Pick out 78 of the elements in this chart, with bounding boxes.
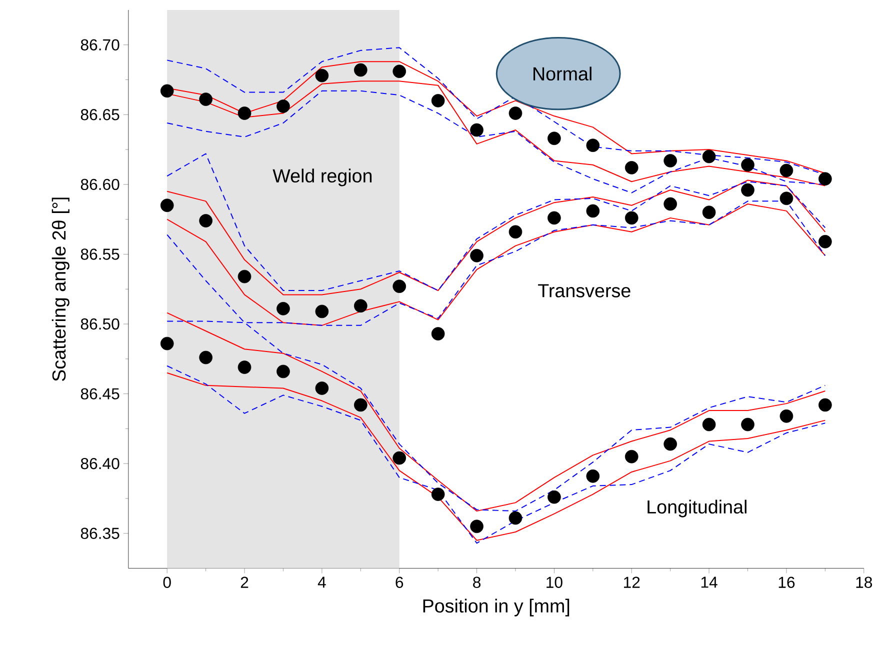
annotation: Normal [534,66,592,81]
point [470,520,484,534]
point [664,197,677,211]
point [238,270,252,284]
x-tick-label: 16 [778,576,795,588]
point [586,204,600,218]
x-tick-label: 14 [701,576,718,588]
point [392,451,406,465]
point [702,150,716,164]
point [315,68,329,82]
x-tick-label: 6 [396,576,404,588]
x-tick-label: 12 [624,576,640,588]
point [586,138,600,152]
point [780,164,794,178]
x-tick-label: 18 [856,576,872,588]
y-tick-label: 86.40 [80,458,120,470]
point [780,192,794,206]
point [470,123,484,137]
point [315,304,329,318]
point [354,63,368,77]
y-tick-label: 86.45 [80,388,120,400]
point [431,327,445,341]
x-axis-title: Position in y [mm] [423,598,570,616]
x-tick-label: 0 [163,576,171,588]
point [548,132,561,146]
point [548,211,561,225]
x-tick-label: 4 [318,576,326,588]
point [276,100,290,113]
point [741,183,754,197]
point [624,161,638,174]
point [276,364,290,378]
point [354,398,368,412]
point [664,154,677,168]
point [508,225,522,239]
point [199,350,212,364]
point [818,235,832,248]
annotation: Longitudinal [648,500,746,518]
point [780,410,794,423]
point [199,214,212,228]
point [664,437,677,451]
point [199,92,212,106]
y-tick-label: 86.35 [80,528,120,540]
point [431,488,445,502]
point [548,490,561,504]
point [818,398,832,412]
x-tick-label: 2 [240,576,248,588]
point [624,211,638,225]
point [276,302,290,316]
y-tick-label: 86.70 [80,39,120,51]
y-tick-label: 86.55 [80,248,120,260]
point [392,64,406,78]
point [238,106,252,120]
point [431,94,445,108]
point [508,511,522,525]
point [354,299,368,313]
y-tick-label: 86.60 [80,178,120,190]
point [238,360,252,374]
point [508,106,522,120]
y-tick-label: 86.50 [80,318,120,330]
point [818,172,832,186]
x-tick-label: 8 [473,576,480,588]
y-axis-title: Scattering angle 2θ [°] [52,198,70,382]
y-tick-label: 86.65 [80,109,120,120]
point [702,206,716,220]
point [702,418,716,432]
point [392,280,406,294]
point [741,158,754,172]
point [160,198,174,212]
point [160,336,174,350]
point [624,450,638,464]
x-tick-label: 10 [546,576,562,588]
point [470,249,484,262]
point [741,418,754,432]
annotation: Transverse [538,284,630,298]
band-label: Weld region [272,168,372,186]
point [160,84,174,98]
point [315,382,329,395]
point [586,470,600,483]
